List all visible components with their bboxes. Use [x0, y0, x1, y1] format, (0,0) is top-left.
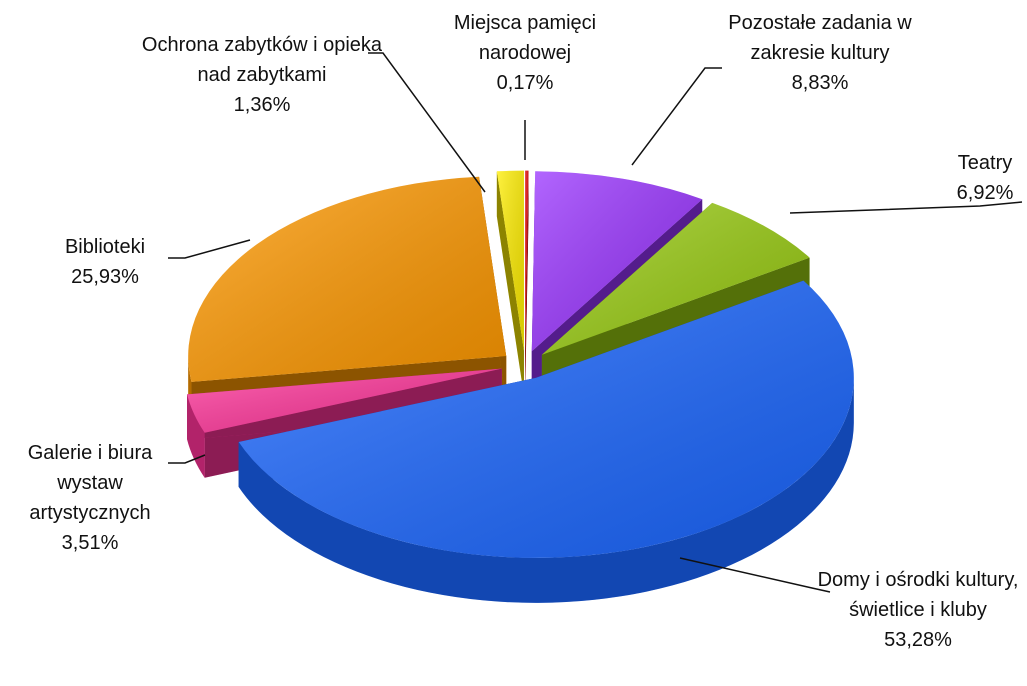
label-name: Galerie i biura wystaw artystycznych [27, 442, 153, 524]
slice-wall-shade [525, 170, 529, 396]
leader-line [168, 239, 251, 259]
slice-shine [496, 170, 524, 351]
label-name: Biblioteki [64, 236, 146, 258]
label-name: Teatry [957, 152, 1013, 174]
slice-wall [187, 368, 502, 440]
leader-line [789, 201, 1023, 214]
leader-line [368, 52, 486, 193]
leader-line [631, 67, 722, 166]
label-value: 1,36% [233, 94, 291, 116]
slice-label: Miejsca pamięci narodowej 0,17% [430, 8, 620, 98]
slice-shine [531, 171, 703, 352]
slice-wall [496, 171, 524, 396]
slice-shine [188, 176, 507, 382]
slice-shine [187, 368, 502, 433]
slice-label: Teatry 6,92% [940, 148, 1027, 208]
slice-label: Domy i ośrodki kultury, świetlice i klub… [808, 565, 1027, 655]
label-value: 3,51% [61, 532, 119, 554]
slice-label: Ochrona zabytków i opieka nad zabytkami 1… [137, 30, 387, 120]
slice-wall [525, 170, 529, 396]
leader-line [679, 557, 831, 593]
slice-side [238, 377, 854, 603]
slice-wall-shade [187, 368, 502, 440]
label-value: 6,92% [956, 182, 1014, 204]
slice-label: Galerie i biura wystaw artystycznych 3,51… [5, 438, 175, 558]
slice-shine [525, 170, 529, 351]
label-value: 8,83% [791, 72, 849, 94]
label-value: 0,17% [496, 72, 554, 94]
leader-lines [168, 52, 1023, 593]
label-name: Ochrona zabytków i opieka nad zabytkami [141, 34, 383, 86]
slices [187, 170, 854, 603]
leader-line [168, 454, 206, 464]
slice-label: Biblioteki 25,93% [30, 232, 180, 292]
slice-label: Pozostałe zadania w zakresie kultury 8,83… [705, 8, 935, 98]
slice-wall-shade [496, 171, 524, 396]
label-value: 25,93% [71, 266, 139, 288]
slice-shine [541, 202, 810, 355]
label-value: 53,28% [884, 629, 952, 651]
label-name: Pozostałe zadania w zakresie kultury [728, 12, 912, 64]
slice-side-shade [238, 377, 854, 603]
label-name: Domy i ośrodki kultury, świetlice i klub… [817, 569, 1019, 621]
slice-shine [238, 280, 854, 558]
label-name: Miejsca pamięci narodowej [453, 12, 597, 64]
